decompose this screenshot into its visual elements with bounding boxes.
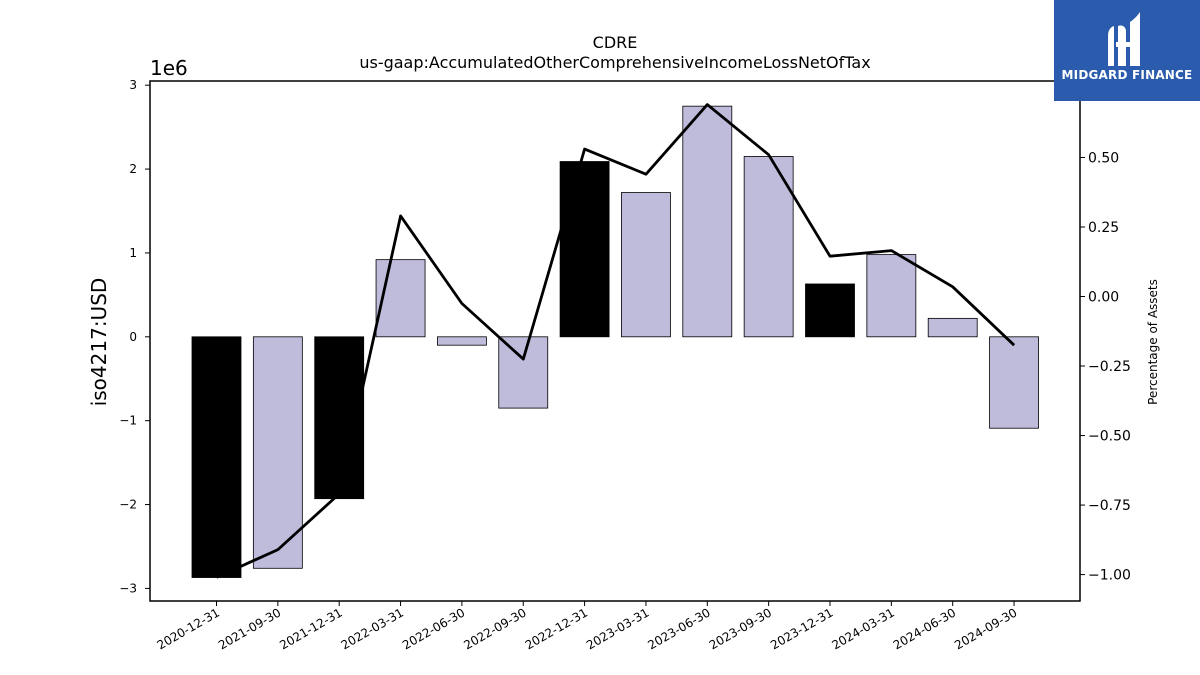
x-tick-label: 2022-06-30 xyxy=(400,605,467,652)
x-tick-label: 2023-12-31 xyxy=(768,605,835,652)
y2-tick-label: −0.50 xyxy=(1088,429,1131,445)
y-tick-label: 1 xyxy=(129,246,137,260)
bar-2024-03-31 xyxy=(866,254,917,338)
y-tick-label: −2 xyxy=(119,498,137,512)
y2-tick-label: −1.00 xyxy=(1088,568,1131,584)
bar-2023-12-31 xyxy=(805,283,855,338)
y-tick-label: −1 xyxy=(119,414,137,428)
y-tick-label: −3 xyxy=(119,581,137,595)
bar-2020-12-31 xyxy=(191,336,242,578)
chart-subtitle: us-gaap:AccumulatedOtherComprehensiveInc… xyxy=(359,53,870,72)
bar-2023-06-30 xyxy=(682,105,733,338)
y-tick-label: 0 xyxy=(129,330,137,344)
x-axis-ticks: 2020-12-312021-09-302021-12-312022-03-31… xyxy=(155,601,1020,652)
chart-title: CDRE xyxy=(593,33,638,52)
x-tick-label: 2021-09-30 xyxy=(216,605,283,652)
x-tick-label: 2022-12-31 xyxy=(523,605,590,652)
bar-2022-09-30 xyxy=(498,336,549,409)
y2-tick-label: 0.50 xyxy=(1088,150,1119,166)
y-tick-label: 3 xyxy=(129,78,137,92)
y-axis-ticks: −3 −2 −1 0 1 2 3 xyxy=(119,78,150,595)
x-tick-label: 2023-03-31 xyxy=(584,605,651,652)
x-tick-label: 2024-06-30 xyxy=(891,605,958,652)
bar-2023-03-31 xyxy=(621,192,671,338)
x-tick-label: 2021-12-31 xyxy=(277,605,344,652)
bar-2021-09-30 xyxy=(252,336,303,569)
y2-tick-label: 0.00 xyxy=(1088,290,1119,306)
y2-tick-label: −0.75 xyxy=(1088,498,1131,514)
x-tick-label: 2024-09-30 xyxy=(952,605,1019,652)
bar-2022-12-31 xyxy=(559,161,610,338)
x-tick-label: 2020-12-31 xyxy=(155,605,222,652)
x-tick-label: 2022-03-31 xyxy=(339,605,406,652)
midgard-logo-icon xyxy=(1108,12,1140,66)
line-series xyxy=(215,103,1016,579)
y2-tick-label: 0.25 xyxy=(1088,220,1119,236)
y-axis-label: iso4217:USD xyxy=(87,278,111,407)
x-tick-label: 2023-09-30 xyxy=(707,605,774,652)
x-tick-label: 2023-06-30 xyxy=(645,605,712,652)
y2-axis-ticks: −1.00 −0.75 −0.50 −0.25 0.00 0.25 0.50 xyxy=(1080,150,1131,584)
bar-series xyxy=(191,105,1039,578)
bar-2024-06-30 xyxy=(927,317,978,338)
bar-2022-03-31 xyxy=(375,259,426,338)
plot-frame xyxy=(149,80,1081,602)
percentage-line xyxy=(215,103,1016,579)
x-tick-label: 2024-03-31 xyxy=(829,605,896,652)
y2-tick-label: −0.25 xyxy=(1088,359,1131,375)
bar-2024-09-30 xyxy=(989,336,1039,429)
y2-axis-label: Percentage of Assets xyxy=(1146,279,1160,405)
y-offset-label: 1e6 xyxy=(150,56,188,80)
midgard-logo: MIDGARD FINANCE xyxy=(1054,0,1200,101)
logo-text: MIDGARD FINANCE xyxy=(1061,68,1193,82)
bar-2022-06-30 xyxy=(436,336,487,346)
x-tick-label: 2022-09-30 xyxy=(461,605,528,652)
bar-2023-09-30 xyxy=(743,156,794,338)
y-tick-label: 2 xyxy=(129,162,137,176)
